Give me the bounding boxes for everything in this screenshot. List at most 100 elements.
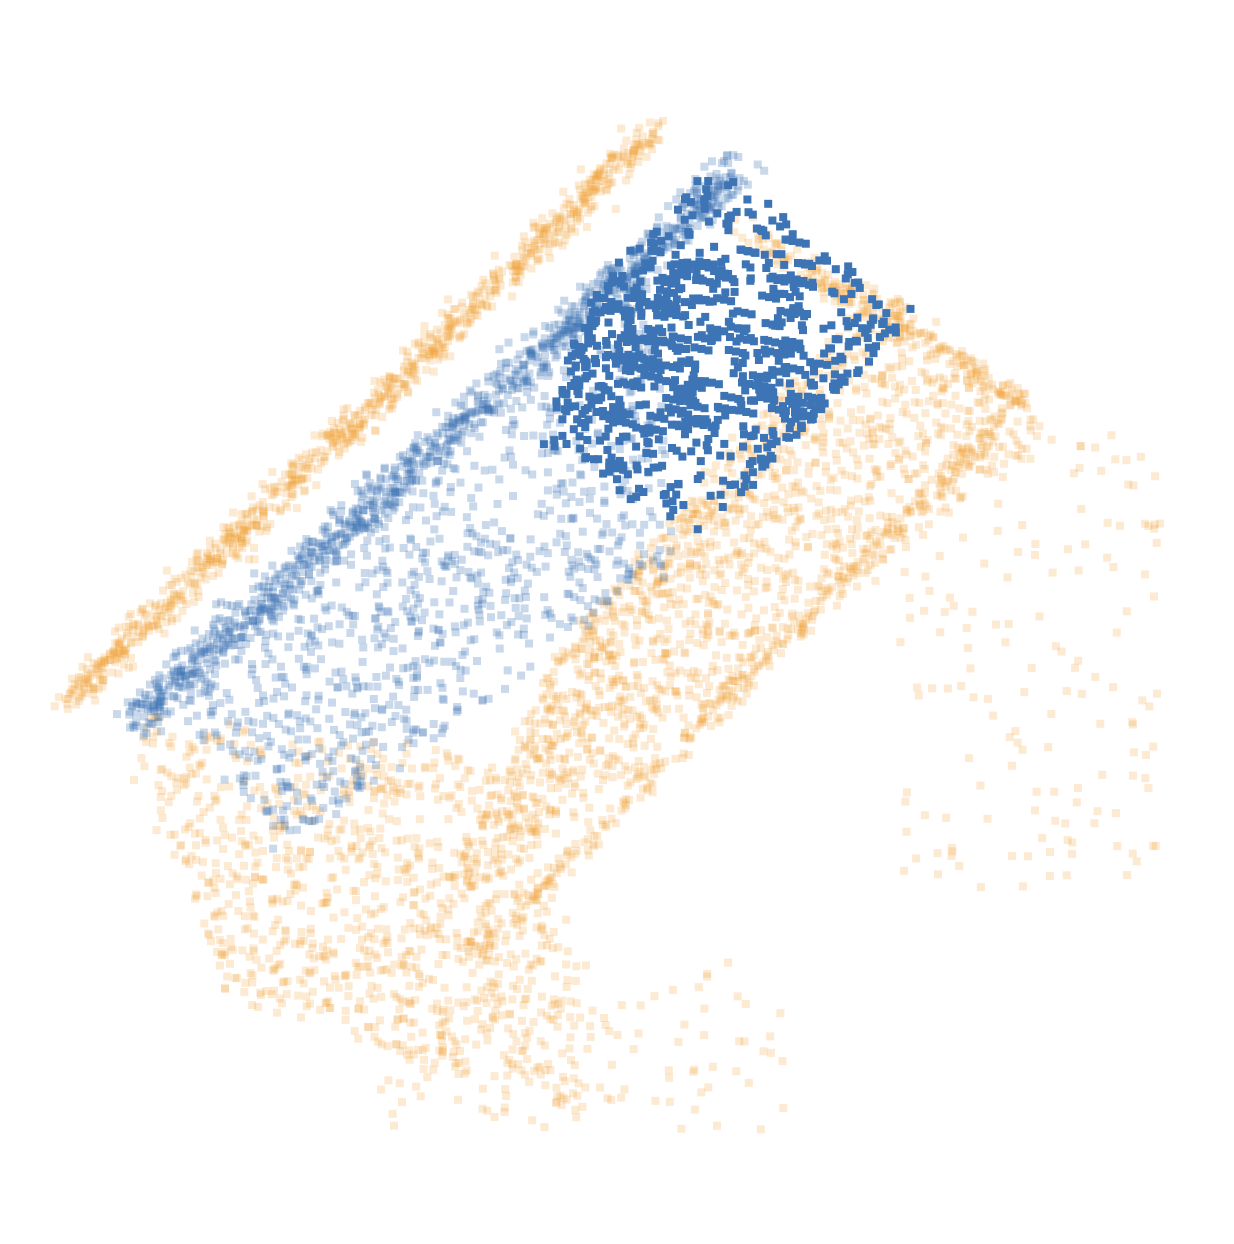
point-blue-faint <box>539 344 548 352</box>
point-orange-faint <box>356 943 364 952</box>
point-orange-faint <box>55 693 63 702</box>
point-orange-faint <box>206 544 215 553</box>
point-orange-faint <box>215 961 224 970</box>
point-blue-faint <box>296 554 304 563</box>
point-orange-faint <box>320 951 329 960</box>
point-orange-faint <box>492 776 501 785</box>
point-orange-faint <box>192 892 201 901</box>
point-orange-faint <box>509 267 517 276</box>
point-orange-faint <box>225 523 234 532</box>
point-orange-faint <box>1013 417 1022 426</box>
point-orange-faint <box>692 724 701 733</box>
point-blue-faint <box>140 712 148 721</box>
point-orange-faint <box>493 790 502 799</box>
point-orange-faint <box>820 565 828 574</box>
point-orange-faint <box>724 711 733 720</box>
point-orange-faint <box>535 254 544 263</box>
point-orange-faint <box>867 528 876 537</box>
point-orange-faint <box>392 993 401 1002</box>
point-orange-faint <box>223 972 232 981</box>
point-orange-faint <box>531 706 540 715</box>
point-orange-faint <box>345 754 354 763</box>
point-blue-faint <box>363 523 372 532</box>
point-blue-faint <box>479 406 488 415</box>
point-orange-faint <box>962 624 971 633</box>
point-orange-faint <box>246 903 255 912</box>
point-orange-faint <box>917 508 926 517</box>
point-orange-faint <box>197 871 206 880</box>
point-orange-faint <box>946 486 955 495</box>
point-orange-faint <box>513 793 521 802</box>
point-orange-faint <box>847 496 855 505</box>
point-orange-faint <box>549 927 558 936</box>
point-orange-faint <box>469 928 478 937</box>
point-orange-faint <box>1150 592 1158 601</box>
point-orange-faint <box>228 535 237 544</box>
point-orange-faint <box>352 971 361 979</box>
point-orange-faint <box>407 371 416 380</box>
point-orange-faint <box>421 342 430 351</box>
point-orange-faint <box>598 820 607 829</box>
point-blue-faint <box>155 712 164 721</box>
point-orange-faint <box>482 810 491 819</box>
point-orange-faint <box>250 912 259 921</box>
point-orange-faint <box>177 574 186 583</box>
point-orange-faint <box>314 465 323 474</box>
point-orange-faint <box>494 817 503 826</box>
point-orange-faint <box>472 292 481 301</box>
point-orange-faint <box>924 331 933 340</box>
point-orange-faint <box>900 470 909 479</box>
point-orange-faint <box>271 964 280 973</box>
point-orange-faint <box>765 662 774 671</box>
point-orange-faint <box>187 852 196 861</box>
point-orange-faint <box>147 714 156 723</box>
point-blue-faint <box>285 579 294 588</box>
point-blue-faint <box>144 718 153 727</box>
point-orange-faint <box>344 741 353 750</box>
point-orange-faint <box>249 831 258 840</box>
point-blue-faint <box>255 607 264 616</box>
point-orange-faint <box>581 626 589 635</box>
point-orange-faint <box>813 581 822 590</box>
point-orange-faint <box>747 512 756 521</box>
point-orange-faint <box>304 855 313 864</box>
point-blue-faint <box>414 446 422 455</box>
point-orange-faint <box>676 514 685 523</box>
point-orange-faint <box>620 1085 629 1094</box>
point-orange-faint <box>702 620 711 629</box>
point-orange-faint <box>573 217 581 226</box>
point-orange-faint <box>106 650 114 659</box>
point-orange-faint <box>996 387 1005 396</box>
point-blue-faint <box>298 550 306 559</box>
point-orange-faint <box>677 562 685 571</box>
point-orange-faint <box>824 270 833 279</box>
point-blue-faint <box>250 569 259 578</box>
point-blue-faint <box>140 731 148 740</box>
point-orange-faint <box>556 864 565 873</box>
point-blue-faint <box>441 450 450 459</box>
point-orange-faint <box>533 831 542 840</box>
point-orange-faint <box>725 560 734 569</box>
point-orange-faint <box>528 961 537 970</box>
point-orange-faint <box>96 675 104 684</box>
point-orange-faint <box>387 968 396 977</box>
point-orange-faint <box>979 367 988 375</box>
point-orange-faint <box>462 849 471 858</box>
point-orange-faint <box>617 1001 626 1010</box>
point-orange-faint <box>718 681 727 690</box>
point-orange-faint <box>986 430 995 439</box>
point-orange-faint <box>979 383 988 392</box>
point-orange-faint <box>741 999 750 1008</box>
point-orange-faint <box>978 430 987 439</box>
point-orange-faint <box>275 507 284 516</box>
point-blue-faint <box>136 699 145 708</box>
point-orange-faint <box>390 797 399 806</box>
point-orange-faint <box>633 566 642 575</box>
point-orange-faint <box>694 594 703 603</box>
point-orange-faint <box>190 829 199 838</box>
point-orange-faint <box>413 376 422 385</box>
point-orange-faint <box>811 436 820 445</box>
point-blue-faint <box>483 404 492 413</box>
point-orange-faint <box>338 416 347 425</box>
point-orange-faint <box>550 652 559 661</box>
